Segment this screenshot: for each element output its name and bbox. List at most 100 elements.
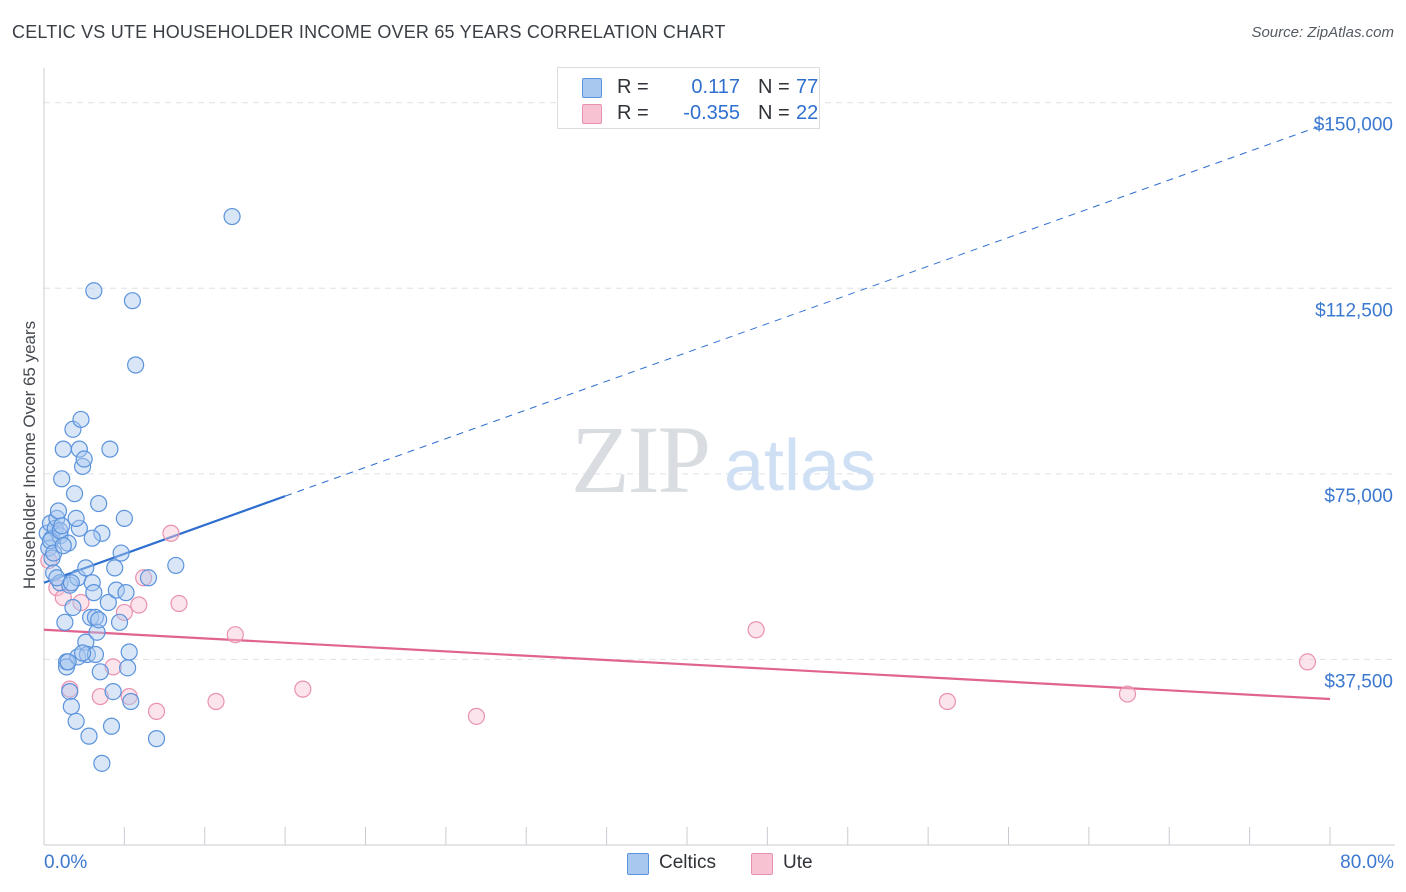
source-label: Source: ZipAtlas.com: [1251, 24, 1394, 41]
ute-point: [207, 692, 225, 711]
y-tick-label: $112,500: [1315, 300, 1393, 321]
celtics-point: [85, 584, 103, 602]
celtics-point: [59, 653, 77, 671]
celtics-point: [45, 564, 63, 582]
celtics-point: [86, 608, 105, 626]
y-tick-labels: $37,500 $75,000 $112,500 $150,000: [1314, 115, 1393, 693]
celtics-point: [104, 682, 122, 701]
celtics-point: [101, 440, 119, 458]
x-tick-max: 80.0%: [1340, 852, 1394, 873]
celtics-point: [85, 282, 103, 300]
celtics-point: [49, 502, 68, 520]
celtics-point: [99, 593, 117, 612]
celtics-point: [80, 727, 98, 745]
celtics-point: [67, 509, 85, 528]
celtics-point: [223, 207, 241, 226]
celtics-point: [117, 584, 135, 602]
celtics-point: [93, 524, 111, 542]
ute-point: [1298, 653, 1317, 671]
celtics-point: [118, 659, 137, 677]
n-label: N =: [758, 76, 790, 98]
celtics-point: [48, 569, 66, 587]
r-label: R =: [617, 102, 649, 124]
ute-point: [467, 707, 486, 725]
r-label: R =: [617, 76, 649, 98]
ute-point: [104, 658, 122, 676]
celtics-point: [88, 623, 106, 641]
ute-point: [226, 626, 244, 644]
watermark-zip: ZIP: [571, 406, 709, 513]
ute-point: [91, 687, 109, 706]
celtics-point: [167, 556, 185, 575]
celtics-point: [91, 663, 109, 681]
celtics-point: [90, 611, 108, 629]
celtics-point: [102, 717, 121, 735]
celtics-legend-swatch: [627, 853, 649, 875]
celtics-point: [83, 529, 101, 547]
celtics-points: [38, 207, 241, 772]
trend-lines: [43, 122, 1331, 701]
celtics-legend-label: Celtics: [659, 852, 717, 873]
grid-lines: [44, 102, 1395, 660]
celtics-point: [115, 509, 133, 528]
celtics-point: [77, 633, 95, 651]
celtics-point: [64, 598, 82, 617]
n-value: 22: [796, 102, 819, 124]
celtics-point: [86, 645, 105, 664]
celtics-point: [65, 485, 84, 503]
ute-point: [130, 596, 148, 614]
celtics-point: [93, 754, 111, 772]
celtics-trend-dashed: [284, 122, 1331, 497]
ute-point: [747, 621, 765, 639]
celtics-point: [56, 613, 74, 631]
celtics-point: [54, 440, 72, 458]
ute-point: [147, 702, 166, 720]
ute-point: [1118, 685, 1137, 703]
celtics-point: [123, 292, 142, 310]
celtics-point: [110, 613, 129, 631]
celtics-point: [70, 440, 88, 458]
celtics-point: [72, 410, 90, 429]
ute-trend-line: [43, 628, 1331, 701]
watermark: ZIP atlas: [571, 406, 876, 513]
celtics-point: [62, 574, 80, 592]
celtics-point: [53, 470, 71, 488]
ute-legend-swatch: [751, 853, 773, 875]
ute-swatch: [582, 104, 602, 124]
celtics-point: [77, 559, 95, 577]
celtics-point: [75, 450, 93, 468]
celtics-point: [59, 534, 77, 552]
celtics-point: [139, 569, 158, 587]
celtics-point: [120, 643, 138, 661]
n-value: 77: [796, 76, 819, 98]
ute-point: [170, 594, 188, 613]
celtics-point: [90, 494, 108, 513]
celtics-swatch: [582, 78, 602, 98]
celtics-point: [127, 356, 145, 374]
y-tick-label: $150,000: [1314, 115, 1393, 136]
celtics-point: [147, 730, 166, 748]
celtics-point: [70, 519, 88, 537]
ute-point: [162, 524, 180, 542]
ute-point: [135, 569, 153, 587]
celtics-point: [62, 697, 80, 716]
watermark-atlas: atlas: [724, 426, 876, 506]
celtics-point: [61, 682, 79, 701]
celtics-point: [54, 537, 72, 555]
ute-point: [938, 692, 957, 711]
ute-points: [40, 524, 1317, 725]
ute-point: [115, 603, 133, 622]
celtics-point: [53, 517, 71, 535]
celtics-trend-solid: [43, 495, 286, 584]
ute-point: [294, 680, 312, 698]
y-tick-label: $37,500: [1324, 671, 1393, 692]
celtics-point: [73, 644, 92, 662]
ute-legend-label: Ute: [783, 852, 813, 873]
r-value: -0.355: [683, 102, 740, 124]
axes: [43, 68, 1395, 846]
celtics-point: [106, 559, 124, 577]
celtics-point: [112, 544, 130, 562]
y-tick-label: $75,000: [1324, 486, 1393, 507]
celtics-point: [67, 712, 85, 730]
